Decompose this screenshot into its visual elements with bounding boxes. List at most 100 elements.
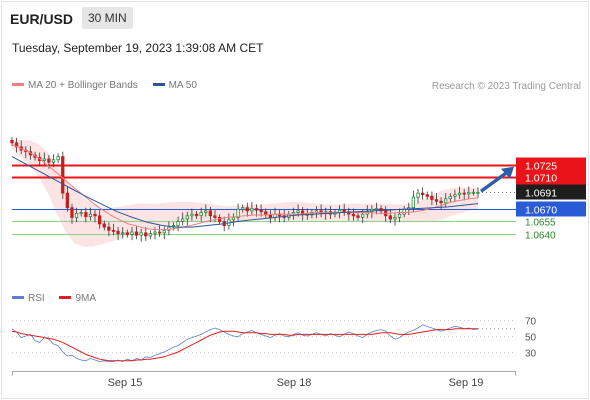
candle-body (157, 231, 162, 234)
ma50-line (11, 156, 479, 228)
forecast-arrow-head (501, 166, 514, 179)
candle-body (61, 156, 65, 194)
candle-body (476, 191, 480, 194)
candle-body (148, 233, 153, 237)
candle-body (236, 208, 240, 218)
candle-body (254, 208, 259, 211)
legend-label-ma20: MA 20 + Bollinger Bands (28, 80, 138, 91)
candle-body (10, 139, 14, 144)
candle-body (51, 159, 56, 163)
candle-body (176, 221, 180, 226)
level-label-1.0710: 1.0710 (525, 173, 557, 185)
rsi-tick-50: 50 (525, 333, 537, 344)
candle-body (430, 195, 434, 200)
candle-body (70, 207, 74, 218)
candle-body (268, 214, 273, 218)
level-label-1.0640: 1.0640 (525, 231, 556, 242)
candle-body (199, 212, 203, 217)
legend-item-9ma: 9MA (59, 293, 96, 304)
candle-body (462, 192, 466, 195)
rsi-line (11, 324, 479, 363)
candle-body (296, 210, 300, 213)
candle-body (153, 231, 157, 235)
candle-body (116, 230, 120, 234)
legend-label-9ma: 9MA (75, 293, 97, 304)
candle-body (130, 231, 134, 235)
legend-swatch-rsi (12, 295, 24, 299)
rsi-9ma-line (11, 328, 478, 362)
timeframe-button[interactable]: 30 MIN (82, 7, 133, 29)
legend-label-rsi: RSI (28, 293, 45, 304)
candle-body (467, 191, 471, 195)
candle-body (88, 213, 93, 217)
candle-body (47, 158, 51, 163)
candle-body (56, 156, 60, 161)
candle-body (411, 196, 416, 209)
chart-header: EUR/USD 30 MIN (0, 0, 590, 36)
rsi-tick-30: 30 (525, 349, 537, 360)
candle-body (388, 215, 393, 220)
x-tick-label: Sep 15 (108, 377, 143, 389)
candle-body (250, 208, 254, 212)
legend-item-rsi: RSI (12, 293, 45, 304)
candle-body (471, 191, 476, 194)
candle-body (107, 226, 111, 231)
candle-body (79, 212, 83, 214)
candle-body (74, 212, 79, 218)
candle-body (213, 215, 217, 218)
legend-label-ma50: MA 50 (168, 80, 197, 91)
candle-body (111, 229, 116, 232)
legend-swatch-ma50 (152, 82, 165, 86)
candle-body (416, 192, 420, 198)
x-tick-label: Sep 19 (449, 377, 484, 389)
level-tag-1.0691 (516, 184, 586, 200)
candle-body (393, 216, 397, 220)
candle-body (231, 216, 236, 221)
candle-body (360, 213, 365, 218)
bollinger-band (12, 139, 478, 247)
legend-item-ma50: MA 50 (152, 80, 197, 91)
candle-body (93, 213, 97, 217)
candle-body (65, 192, 69, 209)
forecast-arrow-shaft (479, 170, 510, 193)
candle-body (397, 213, 402, 218)
candle-body (434, 199, 439, 202)
candle-body (457, 192, 462, 196)
candle-body (245, 207, 249, 212)
chart-datetime: Tuesday, September 19, 2023 1:39:08 AM C… (12, 41, 264, 55)
candle-body (190, 213, 194, 217)
candle-body (194, 213, 199, 217)
candle-body (342, 209, 346, 213)
level-tag-1.0670 (516, 201, 586, 217)
candle-body (134, 231, 139, 236)
legend-item-ma20: MA 20 + Bollinger Bands (12, 80, 138, 91)
candle-body (180, 218, 185, 222)
instrument-title: EUR/USD (10, 11, 74, 27)
candle-body (217, 216, 222, 222)
level-label-1.0655: 1.0655 (525, 218, 556, 229)
candle-body (453, 194, 457, 197)
candle-body (121, 232, 125, 235)
legend-swatch-ma20 (12, 82, 24, 86)
candle-body (420, 192, 425, 196)
level-label-1.0670: 1.0670 (525, 205, 557, 217)
legend-swatch-9ma (59, 295, 72, 299)
candle-body (84, 212, 88, 217)
ma20-line (11, 143, 479, 231)
candle-body (443, 198, 448, 204)
main-legend: MA 20 + Bollinger Bands MA 50 (12, 80, 209, 91)
candle-body (208, 210, 213, 217)
candle-body (144, 232, 148, 237)
candle-body (425, 194, 429, 197)
candle-body (374, 208, 379, 210)
candle-body (402, 208, 406, 215)
candle-body (42, 158, 46, 162)
level-label-1.0691: 1.0691 (525, 188, 557, 200)
candle-body (98, 215, 102, 225)
candle-body (448, 195, 452, 200)
candle-body (351, 213, 356, 217)
candle-body (139, 232, 143, 236)
candle-body (439, 200, 443, 204)
candle-body (125, 232, 129, 235)
